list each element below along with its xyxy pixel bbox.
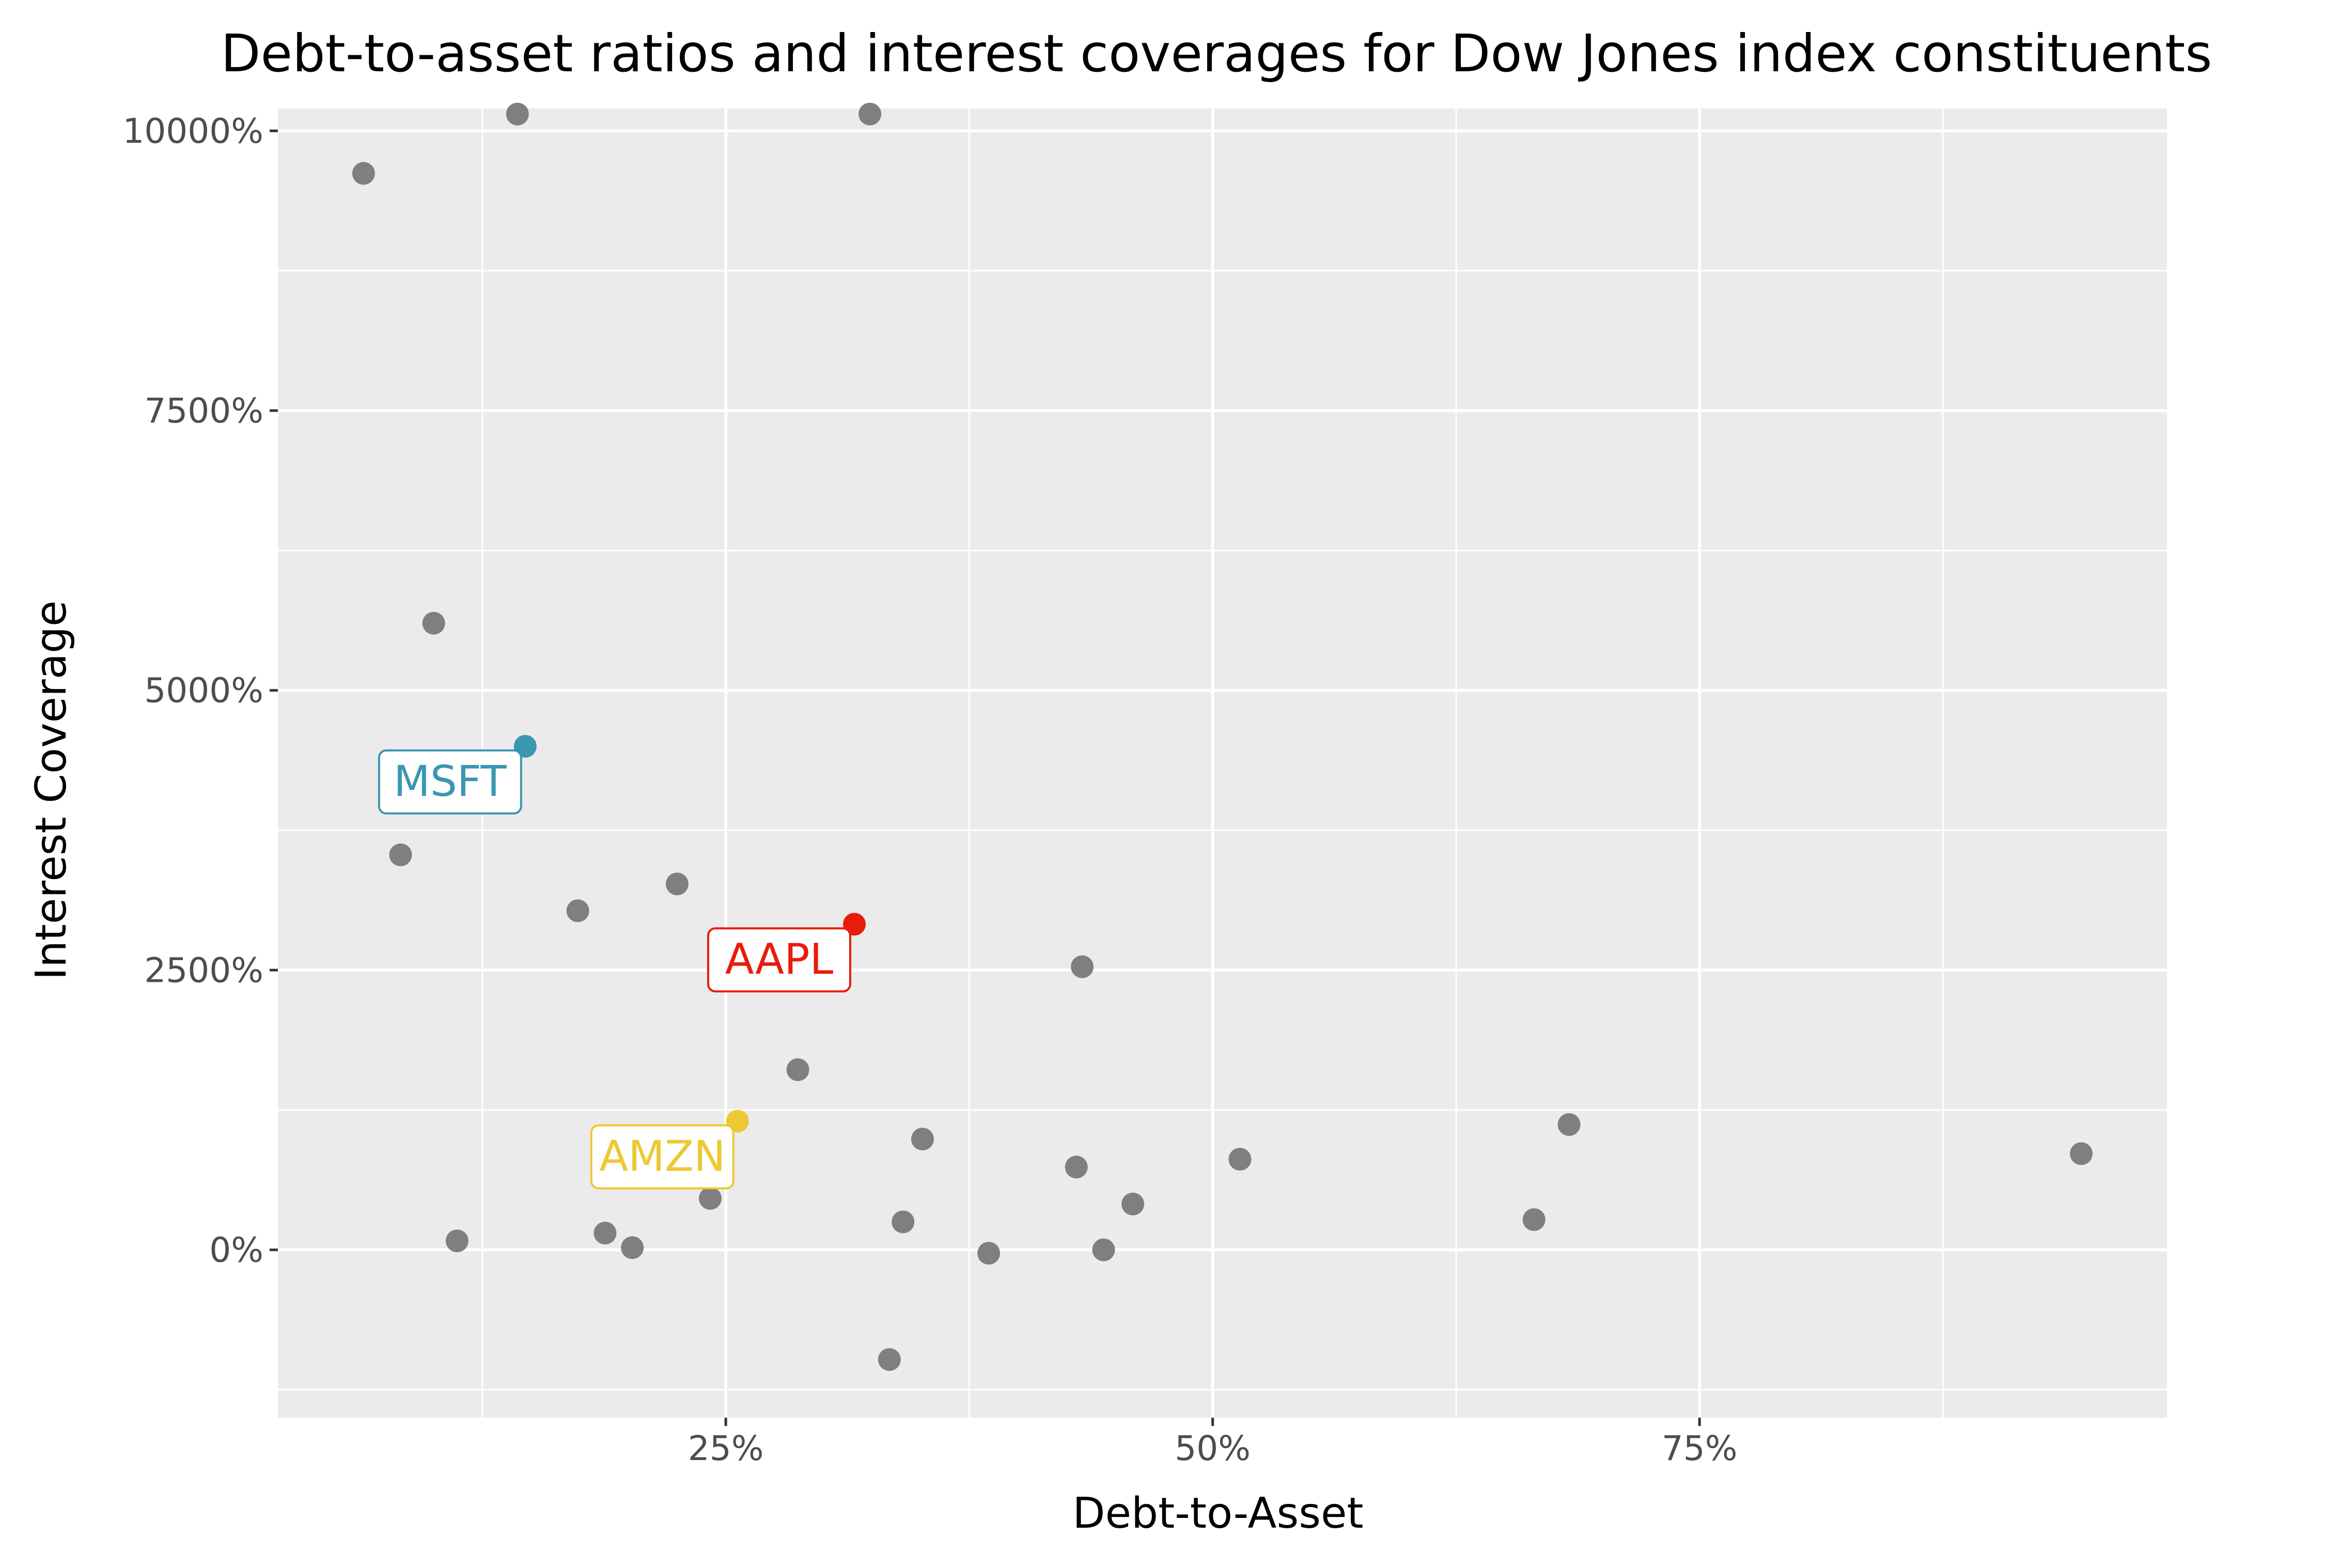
data-point-6 bbox=[665, 872, 689, 896]
data-point-19 bbox=[977, 1242, 1001, 1265]
data-point-17 bbox=[621, 1236, 644, 1259]
data-point-12 bbox=[1557, 1113, 1581, 1136]
data-point-9 bbox=[911, 1127, 934, 1151]
data-point-21 bbox=[1121, 1193, 1145, 1216]
data-points bbox=[352, 102, 2093, 1371]
data-point-13 bbox=[2070, 1142, 2093, 1165]
x-tick-label-2: 75% bbox=[1662, 1429, 1738, 1468]
highlight-label-text-msft: MSFT bbox=[394, 757, 507, 806]
data-point-18 bbox=[892, 1210, 915, 1233]
highlight-label-msft: MSFT bbox=[378, 749, 522, 814]
data-point-15 bbox=[445, 1229, 469, 1252]
highlight-label-text-amzn: AMZN bbox=[599, 1132, 725, 1181]
data-point-3 bbox=[422, 611, 445, 635]
data-point-0 bbox=[352, 162, 375, 185]
data-point-2 bbox=[859, 102, 882, 126]
data-point-1 bbox=[506, 102, 529, 126]
data-point-16 bbox=[594, 1221, 617, 1245]
axis-ticks: 25% 50% 75% 0% 2500% 5000% 7500% 10000% bbox=[122, 111, 1737, 1468]
gridlines bbox=[278, 108, 2167, 1418]
y-tick-label-4: 10000% bbox=[122, 111, 263, 151]
data-point-8 bbox=[786, 1058, 809, 1081]
data-point-20 bbox=[1092, 1238, 1115, 1261]
plot-panel bbox=[278, 108, 2167, 1418]
data-point-11 bbox=[1228, 1148, 1252, 1171]
highlight-label-text-aapl: AAPL bbox=[725, 935, 834, 984]
highlight-label-box-aapl bbox=[707, 927, 851, 993]
x-tick-label-1: 50% bbox=[1175, 1429, 1251, 1468]
highlight-label-amzn: AMZN bbox=[590, 1124, 735, 1189]
chart-title: Debt-to-asset ratios and interest covera… bbox=[221, 23, 2212, 84]
x-axis-title: Debt-to-Asset bbox=[1072, 1489, 1363, 1538]
data-point-4 bbox=[389, 843, 412, 867]
data-point-5 bbox=[566, 899, 589, 922]
y-tick-label-0: 0% bbox=[209, 1230, 263, 1270]
highlight-label-aapl: AAPL bbox=[707, 927, 851, 993]
data-point-10 bbox=[1065, 1155, 1088, 1179]
data-point-23 bbox=[878, 1348, 901, 1371]
data-point-7 bbox=[1071, 955, 1094, 978]
y-axis-title: Interest Coverage bbox=[27, 601, 76, 980]
data-point-14 bbox=[698, 1187, 722, 1210]
y-tick-label-2: 5000% bbox=[144, 671, 263, 711]
x-tick-label-0: 25% bbox=[688, 1429, 764, 1468]
y-tick-label-3: 7500% bbox=[144, 391, 263, 431]
data-point-22 bbox=[1522, 1208, 1546, 1231]
highlight-label-box-msft bbox=[378, 749, 522, 814]
highlight-label-box-amzn bbox=[590, 1124, 735, 1189]
highlight-labels: MSFT AAPL AMZN bbox=[378, 749, 851, 1189]
y-tick-label-1: 2500% bbox=[144, 950, 263, 990]
